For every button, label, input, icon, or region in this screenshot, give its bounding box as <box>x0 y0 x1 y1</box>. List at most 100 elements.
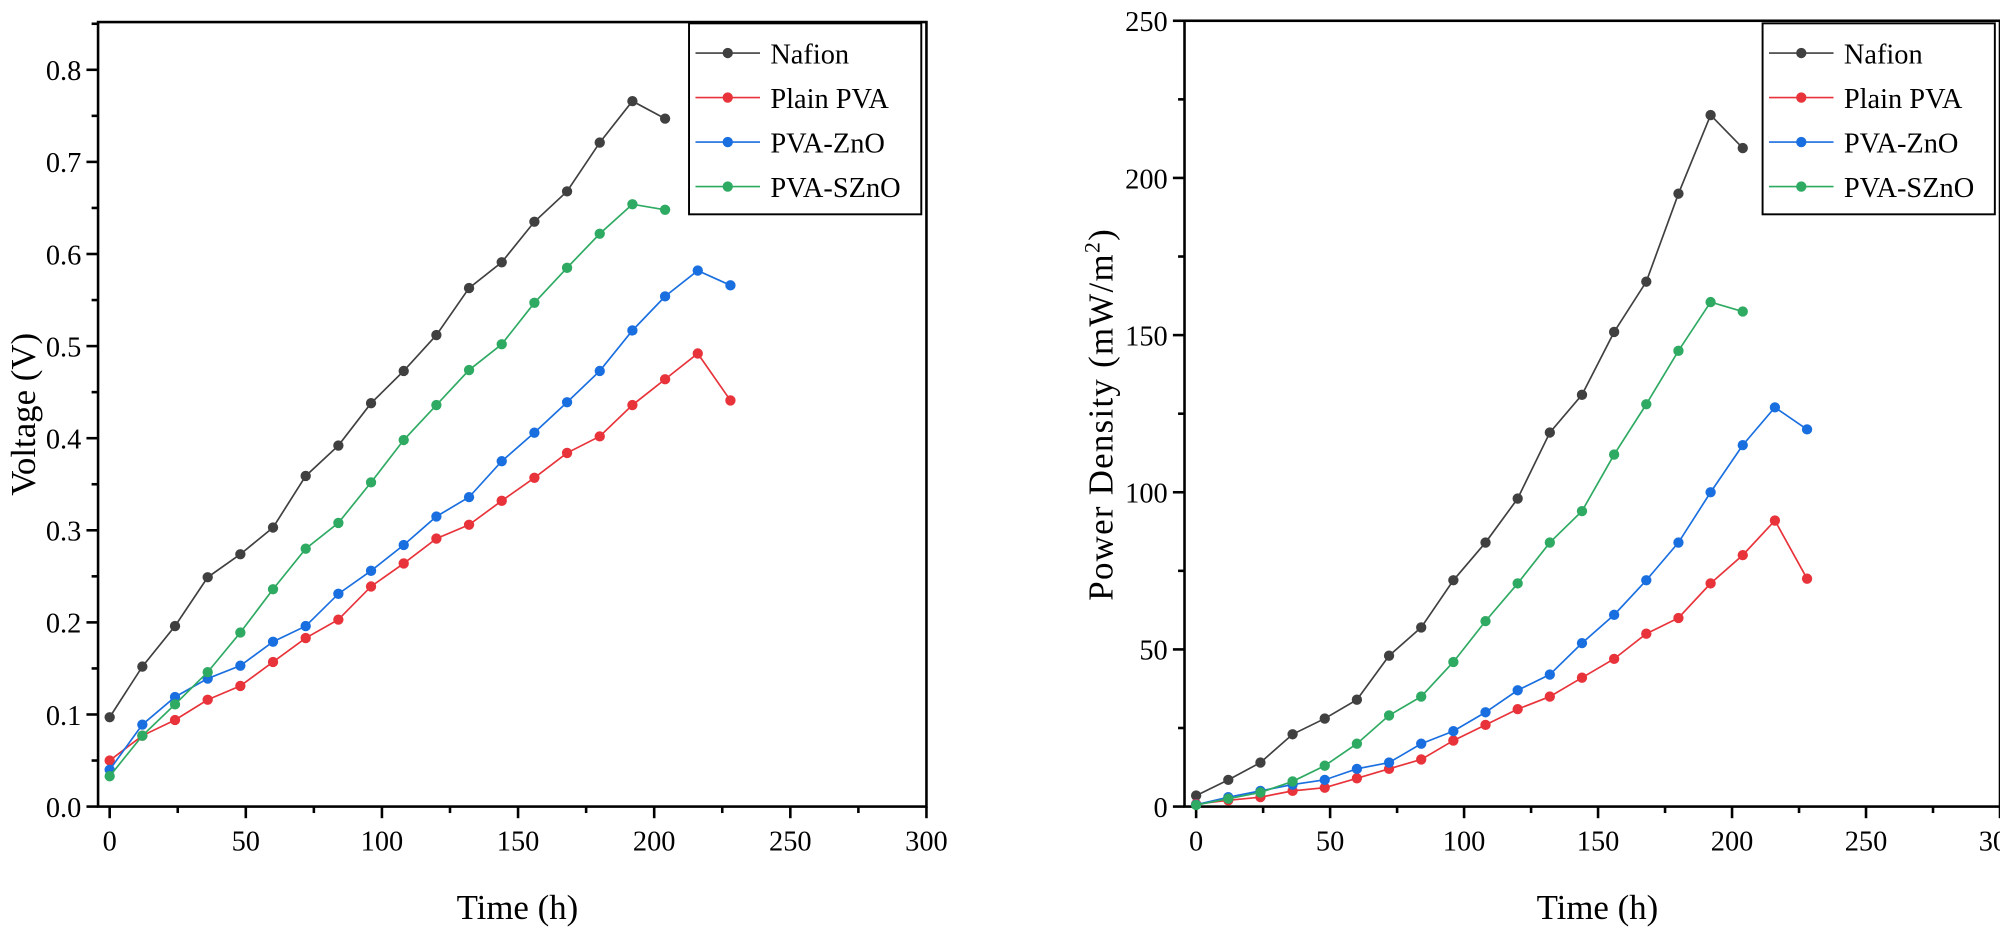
data-point <box>463 364 475 376</box>
data-point <box>1351 694 1363 705</box>
data-point <box>333 440 344 451</box>
data-point <box>496 495 507 506</box>
data-point <box>1512 703 1523 715</box>
legend-label: Nafion <box>770 39 849 70</box>
y-axis-title-end: ) <box>1081 228 1120 241</box>
data-point <box>1319 782 1330 793</box>
y-tick-label: 0.2 <box>46 609 81 640</box>
data-point <box>529 216 540 227</box>
data-point <box>725 395 736 406</box>
data-point <box>1416 691 1427 702</box>
data-point <box>431 399 442 411</box>
series-pva-zno <box>104 265 736 775</box>
data-point <box>1512 578 1523 589</box>
data-point <box>169 714 181 726</box>
data-point <box>496 456 507 467</box>
data-point <box>594 431 605 442</box>
data-point <box>659 113 671 124</box>
data-point <box>1190 790 1202 801</box>
data-point <box>137 661 148 672</box>
data-point <box>267 584 279 595</box>
data-point <box>1576 505 1588 517</box>
data-point <box>137 730 148 741</box>
data-point <box>1769 402 1781 413</box>
data-point <box>300 632 311 644</box>
data-point <box>1351 773 1363 784</box>
data-point <box>1737 439 1748 451</box>
data-point <box>1480 537 1491 548</box>
x-tick-label: 0 <box>103 826 117 857</box>
data-point <box>235 549 246 560</box>
data-point <box>1737 142 1748 154</box>
data-point <box>659 374 671 385</box>
data-point <box>1287 729 1298 740</box>
data-point <box>202 666 213 678</box>
x-tick-label: 250 <box>769 826 812 857</box>
data-point <box>529 297 540 308</box>
data-point <box>1705 487 1716 498</box>
data-point <box>267 636 279 647</box>
data-point <box>1544 537 1555 548</box>
data-point <box>1416 754 1427 765</box>
series-nafion <box>104 95 671 723</box>
series-nafion <box>1190 109 1748 801</box>
data-point <box>1319 774 1330 786</box>
data-point <box>398 558 409 569</box>
y-tick-label: 100 <box>1125 479 1168 510</box>
y-tick-label: 0 <box>1154 793 1168 824</box>
legend-marker <box>1796 136 1807 148</box>
legend: Nafion Plain PVA PVA-ZnO PVA-SZnO <box>1761 22 1996 216</box>
legend-label: Plain PVA <box>1844 84 1963 115</box>
legend-label: Plain PVA <box>770 84 889 115</box>
y-tick-label: 200 <box>1125 164 1168 195</box>
data-point <box>463 519 475 530</box>
data-point <box>169 699 181 710</box>
data-point <box>594 365 605 377</box>
data-point <box>1255 787 1266 798</box>
data-point <box>333 588 344 599</box>
power-density-chart: Time (h) Power Density (mW/m2) 0 50 100 150… <box>1079 7 2000 927</box>
data-point <box>1448 656 1459 668</box>
legend-marker <box>722 47 733 59</box>
series-line <box>109 203 666 777</box>
data-point <box>1544 669 1555 680</box>
data-point <box>659 291 671 302</box>
series-line <box>108 100 666 718</box>
data-point <box>1480 719 1491 731</box>
data-point <box>1416 622 1427 633</box>
x-tick-label: 50 <box>232 826 260 857</box>
data-point <box>235 627 246 638</box>
data-point <box>137 719 148 730</box>
data-point <box>333 614 344 625</box>
plot-frame <box>96 20 928 808</box>
legend-marker <box>1796 92 1807 103</box>
data-point <box>1480 707 1491 718</box>
data-point <box>1448 725 1459 737</box>
data-point <box>1801 573 1813 584</box>
series-line <box>1195 406 1808 806</box>
data-point <box>1544 427 1555 438</box>
data-point <box>496 339 507 350</box>
series-line <box>109 352 732 762</box>
series-line <box>108 269 731 771</box>
data-point <box>202 572 213 583</box>
data-point <box>1673 612 1684 624</box>
y-axis-title-superscript: 2 <box>1079 241 1104 253</box>
data-point <box>1544 691 1555 702</box>
data-point <box>627 325 638 336</box>
legend-label: Nafion <box>1844 39 1923 70</box>
data-point <box>1448 575 1459 586</box>
data-point <box>1673 345 1684 356</box>
data-point <box>365 581 377 592</box>
data-point <box>333 517 344 529</box>
data-point <box>1801 424 1813 435</box>
y-axis-title-main: Power Density (mW/m <box>1081 253 1120 601</box>
x-tick-label: 300 <box>1979 826 2000 857</box>
data-point <box>398 434 409 446</box>
legend-marker <box>722 92 733 103</box>
data-point <box>725 280 736 291</box>
data-point <box>1319 760 1330 771</box>
data-point <box>1737 549 1748 561</box>
x-axis-title: Time (h) <box>1537 888 1659 927</box>
